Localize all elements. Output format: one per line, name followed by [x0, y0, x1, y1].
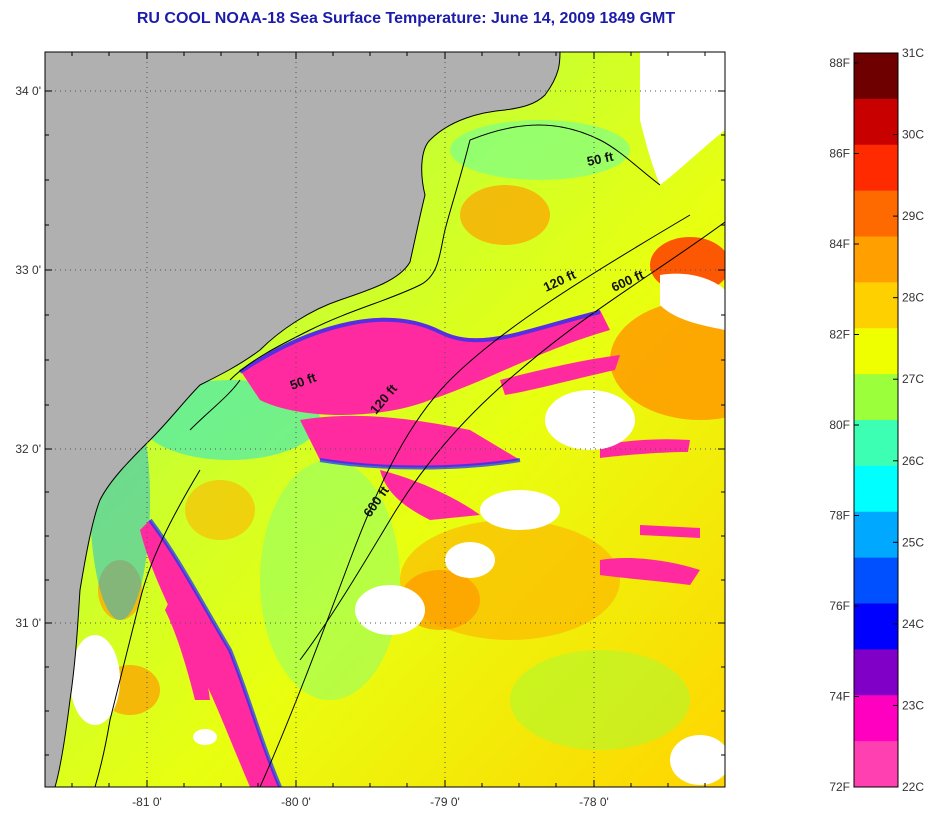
land-mass — [45, 52, 560, 787]
isobath-label-50ft-north: 50 ft — [586, 149, 616, 169]
blue-fringes — [148, 310, 601, 787]
map-title: RU COOL NOAA-18 Sea Surface Temperature:… — [136, 10, 676, 27]
coastline — [54, 52, 561, 787]
lat-label-34: 34 0' — [15, 84, 41, 98]
lat-label-31: 31 0' — [15, 616, 41, 630]
lat-label-33: 33 0' — [15, 263, 41, 277]
lon-label-78: -78 0' — [579, 795, 609, 809]
grid-lines — [45, 52, 725, 787]
lon-label-80: -80 0' — [281, 795, 311, 809]
lon-label-81: -81 0' — [132, 795, 162, 809]
upwelling-streaks — [140, 310, 700, 787]
lon-label-79: -79 0' — [430, 795, 460, 809]
map-ticks — [45, 52, 725, 787]
isobath-lines — [94, 124, 725, 787]
map-frame — [44, 51, 726, 788]
cloud-areas — [52, 52, 725, 785]
lat-label-32: 32 0' — [15, 442, 41, 456]
